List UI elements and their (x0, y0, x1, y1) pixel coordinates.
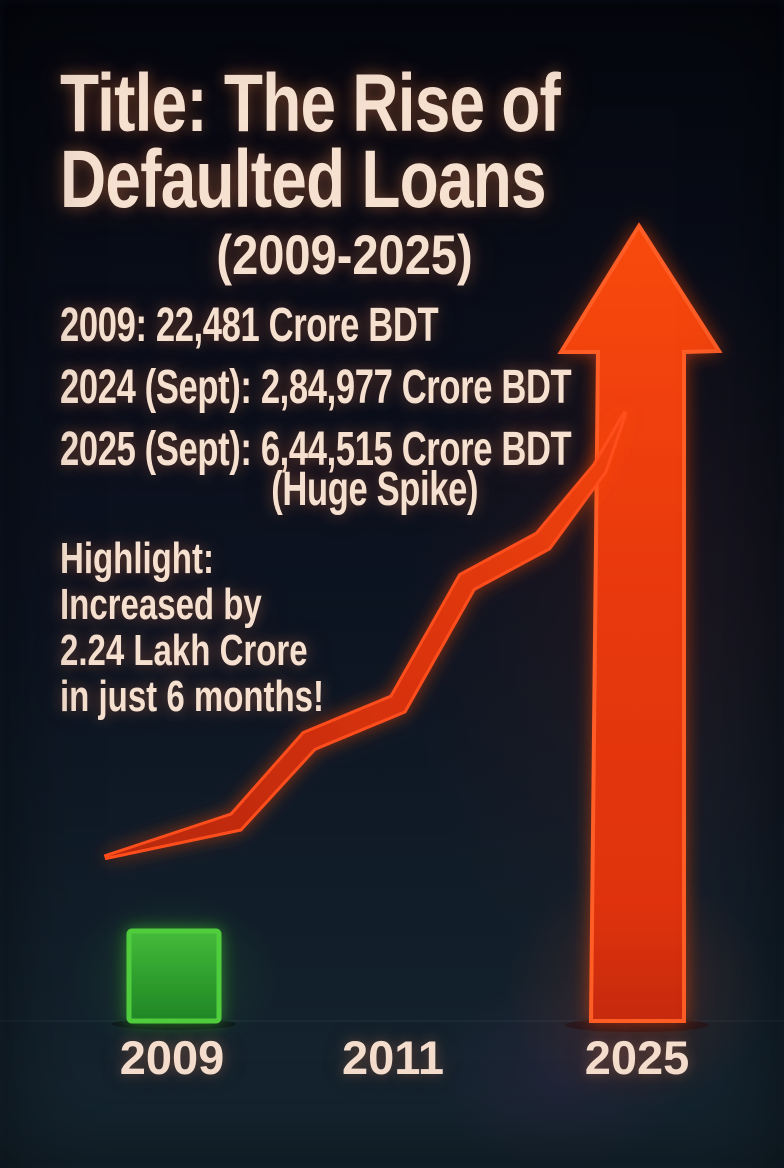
poster-title-line1: Title: The Rise of (60, 58, 561, 149)
stat-2024: 2024 (Sept): 2,84,977 Crore BDT (60, 361, 572, 414)
highlight-label: Highlight: (60, 534, 214, 583)
poster-title-line2: Defaulted Loans (60, 134, 547, 225)
highlight-line4: in just 6 months! (60, 672, 324, 721)
poster-subtitle: (2009-2025) (216, 223, 474, 286)
growth-arrow (557, 222, 723, 1023)
highlight-line3: 2.24 Lakh Crore (60, 626, 308, 675)
spike-note: (Huge Spike) (271, 463, 479, 516)
highlight-line2: Increased by (60, 580, 262, 629)
green-square-2009 (126, 928, 222, 1024)
floor-line (0, 1020, 784, 1022)
stat-2009: 2009: 22,481 Crore BDT (60, 299, 439, 352)
x-tick-2009: 2009 (119, 1031, 225, 1084)
stat-2025: 2025 (Sept): 6,44,515 Crore BDT (60, 423, 572, 476)
x-tick-2025: 2025 (584, 1031, 690, 1084)
x-tick-2011: 2011 (342, 1031, 444, 1084)
trend-line (103, 410, 628, 861)
